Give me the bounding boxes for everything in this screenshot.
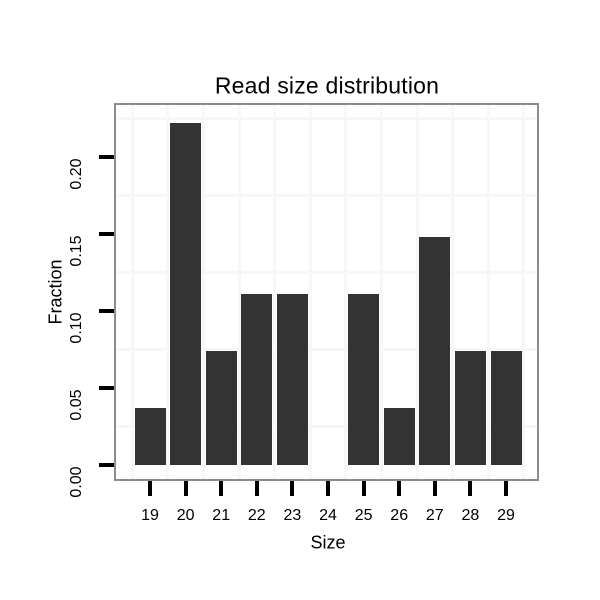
x-tick-mark	[290, 481, 295, 496]
x-tick-mark	[397, 481, 402, 496]
bar-size-21	[205, 350, 237, 465]
y-axis-title: Fraction	[45, 259, 66, 325]
x-tick-label-28: 28	[461, 507, 480, 524]
y-tick-label-0.15: 0.15	[68, 235, 85, 267]
bar-size-20	[170, 122, 202, 465]
plot-panel	[114, 103, 539, 481]
chart-title: Read size distribution	[214, 72, 440, 99]
x-tick-mark	[254, 481, 259, 496]
x-tick-label-20: 20	[176, 507, 195, 524]
minor-gridline-horizontal	[116, 194, 537, 197]
bar-size-22	[241, 293, 273, 465]
bar-size-27	[419, 236, 451, 465]
minor-gridline-vertical	[379, 105, 383, 479]
bar-size-25	[348, 293, 380, 465]
bar-size-28	[454, 350, 486, 465]
minor-gridline-vertical	[308, 105, 312, 479]
x-tick-label-22: 22	[247, 507, 266, 524]
bar-size-29	[490, 350, 522, 465]
minor-gridline-vertical	[237, 105, 241, 479]
minor-gridline-vertical	[344, 105, 348, 479]
minor-gridline-vertical	[130, 105, 134, 479]
y-tick-label-0.00: 0.00	[68, 466, 85, 498]
x-tick-label-25: 25	[354, 507, 373, 524]
x-tick-mark	[219, 481, 224, 496]
bar-size-26	[383, 408, 415, 465]
y-tick-label-0.20: 0.20	[68, 158, 85, 190]
minor-gridline-horizontal	[116, 117, 537, 120]
minor-gridline-vertical	[201, 105, 205, 479]
y-tick-mark	[99, 155, 114, 159]
minor-gridline-vertical	[486, 105, 490, 479]
x-tick-label-23: 23	[283, 507, 302, 524]
y-tick-mark	[99, 232, 114, 236]
x-axis-title: Size	[310, 532, 346, 553]
minor-gridline-horizontal	[116, 425, 537, 428]
bar-size-23	[276, 293, 308, 465]
bar-size-19	[134, 408, 166, 465]
minor-gridline-vertical	[415, 105, 419, 479]
y-tick-mark	[99, 309, 114, 313]
x-tick-mark	[148, 481, 152, 496]
x-tick-label-27: 27	[425, 507, 444, 524]
x-tick-label-29: 29	[497, 507, 515, 524]
minor-gridline-horizontal	[116, 348, 537, 351]
y-tick-mark	[99, 386, 114, 390]
minor-gridline-vertical	[451, 105, 455, 479]
x-tick-mark	[504, 481, 508, 496]
x-tick-mark	[361, 481, 366, 496]
y-tick-label-0.10: 0.10	[68, 312, 85, 344]
minor-gridline-vertical	[166, 105, 170, 479]
x-tick-label-26: 26	[390, 507, 409, 524]
minor-gridline-vertical	[273, 105, 277, 479]
y-tick-mark	[99, 463, 114, 467]
x-tick-mark	[326, 481, 330, 496]
x-tick-label-21: 21	[212, 507, 231, 524]
y-tick-label-0.05: 0.05	[68, 389, 85, 421]
minor-gridline-vertical	[522, 105, 526, 479]
x-tick-mark	[468, 481, 473, 496]
x-tick-label-24: 24	[319, 507, 337, 524]
x-tick-mark	[432, 481, 437, 496]
x-tick-mark	[183, 481, 188, 496]
x-tick-label-19: 19	[141, 507, 159, 524]
minor-gridline-horizontal	[116, 271, 537, 274]
